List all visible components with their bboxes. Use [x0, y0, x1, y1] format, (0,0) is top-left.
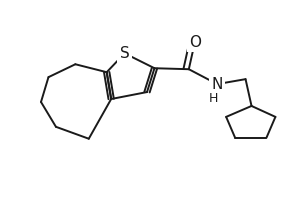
Text: N: N [212, 77, 223, 92]
Text: S: S [120, 46, 130, 61]
Text: O: O [189, 35, 201, 50]
Text: H: H [208, 92, 218, 105]
